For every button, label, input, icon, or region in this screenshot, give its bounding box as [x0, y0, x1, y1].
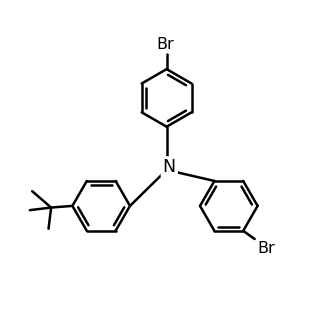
Text: N: N	[163, 158, 176, 176]
Text: Br: Br	[156, 37, 174, 52]
Text: Br: Br	[257, 241, 275, 256]
